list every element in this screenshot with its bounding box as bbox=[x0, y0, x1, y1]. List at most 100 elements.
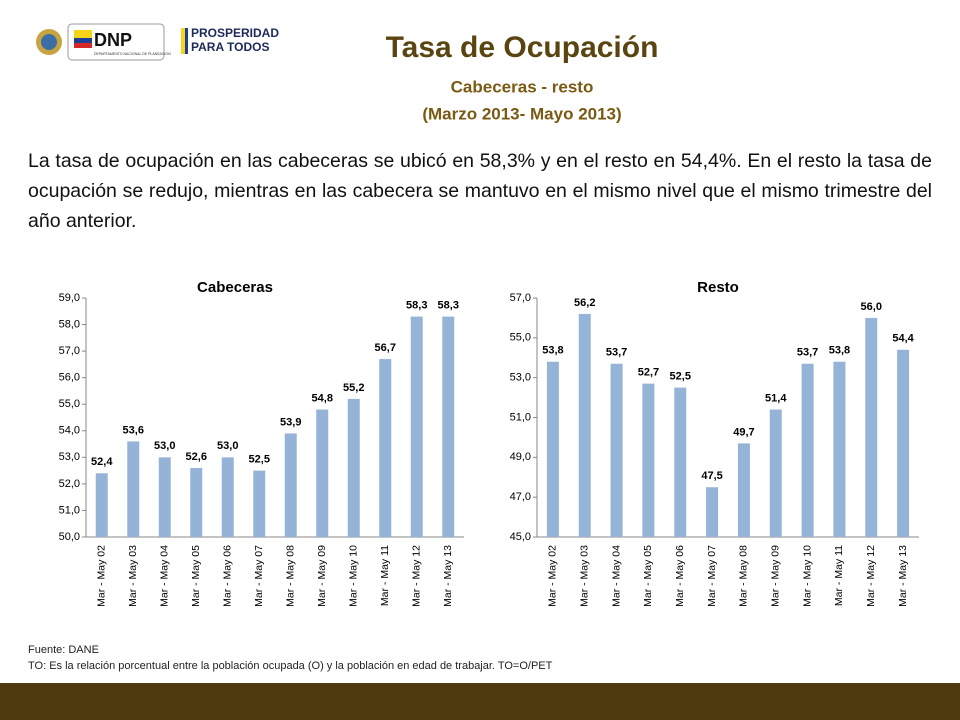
value-label: 58,3 bbox=[438, 299, 459, 311]
y-tick-label: 51,0 bbox=[510, 411, 531, 423]
bar bbox=[442, 316, 455, 537]
bar bbox=[833, 361, 846, 537]
y-tick-label: 50,0 bbox=[59, 531, 80, 543]
value-label: 52,4 bbox=[91, 456, 113, 468]
bar bbox=[610, 363, 623, 537]
flag-red bbox=[74, 43, 92, 48]
x-tick-label: Mar - May 13 bbox=[442, 545, 454, 607]
value-label: 52,7 bbox=[638, 367, 659, 379]
logo-dnp: DNP bbox=[94, 30, 132, 50]
x-tick-label: Mar - May 03 bbox=[127, 545, 139, 607]
slide-subtitle: Cabeceras - resto bbox=[451, 77, 594, 96]
value-label: 53,9 bbox=[280, 416, 301, 428]
value-label: 53,8 bbox=[829, 345, 850, 357]
value-label: 53,0 bbox=[217, 440, 238, 452]
bar bbox=[737, 443, 750, 537]
y-tick-label: 57,0 bbox=[59, 345, 80, 357]
y-tick-label: 56,0 bbox=[59, 372, 80, 384]
logo-bar-1 bbox=[181, 28, 185, 54]
y-tick-label: 55,0 bbox=[59, 398, 80, 410]
bar bbox=[190, 467, 203, 537]
y-tick-label: 59,0 bbox=[59, 292, 80, 304]
value-label: 52,5 bbox=[670, 371, 691, 383]
x-tick-label: Mar - May 06 bbox=[674, 545, 686, 607]
y-tick-label: 45,0 bbox=[510, 531, 531, 543]
bar bbox=[674, 387, 687, 537]
y-tick-label: 47,0 bbox=[510, 491, 531, 503]
bar bbox=[158, 457, 171, 537]
x-tick-label: Mar - May 04 bbox=[610, 545, 622, 607]
logo-para-todos: PARA TODOS bbox=[191, 40, 269, 54]
x-tick-label: Mar - May 13 bbox=[897, 545, 909, 607]
x-tick-label: Mar - May 07 bbox=[706, 545, 718, 607]
value-label: 53,0 bbox=[154, 440, 175, 452]
value-label: 49,7 bbox=[733, 426, 754, 438]
y-tick-label: 57,0 bbox=[510, 292, 531, 304]
chart-title: Cabeceras bbox=[197, 279, 273, 296]
bar bbox=[578, 313, 591, 537]
y-tick-label: 53,0 bbox=[510, 372, 531, 384]
y-tick-label: 49,0 bbox=[510, 451, 531, 463]
value-label: 53,6 bbox=[123, 424, 144, 436]
bar bbox=[897, 349, 910, 537]
value-label: 53,8 bbox=[542, 345, 563, 357]
value-label: 56,7 bbox=[375, 342, 396, 354]
value-label: 52,5 bbox=[249, 454, 270, 466]
value-label: 56,2 bbox=[574, 297, 595, 309]
value-label: 54,4 bbox=[892, 333, 914, 345]
bar bbox=[316, 409, 329, 537]
x-tick-label: Mar - May 08 bbox=[285, 545, 297, 607]
x-tick-label: Mar - May 10 bbox=[801, 545, 813, 607]
bar bbox=[769, 409, 782, 537]
x-tick-label: Mar - May 12 bbox=[411, 545, 423, 607]
coat-of-arms-inner bbox=[41, 34, 57, 50]
slide-title: Tasa de Ocupación bbox=[386, 31, 659, 64]
y-tick-label: 58,0 bbox=[59, 318, 80, 330]
bar bbox=[642, 383, 655, 537]
x-tick-label: Mar - May 07 bbox=[253, 545, 265, 607]
bar bbox=[221, 457, 234, 537]
value-label: 56,0 bbox=[861, 301, 882, 313]
value-label: 53,7 bbox=[606, 347, 627, 359]
y-tick-label: 53,0 bbox=[59, 451, 80, 463]
flag-blue bbox=[74, 38, 92, 43]
x-tick-label: Mar - May 08 bbox=[738, 545, 750, 607]
y-tick-label: 52,0 bbox=[59, 478, 80, 490]
y-tick-label: 51,0 bbox=[59, 504, 80, 516]
x-tick-label: Mar - May 03 bbox=[579, 545, 591, 607]
x-tick-label: Mar - May 09 bbox=[316, 545, 328, 607]
x-tick-label: Mar - May 11 bbox=[379, 545, 391, 606]
slide-period: (Marzo 2013- Mayo 2013) bbox=[422, 104, 621, 123]
value-label: 58,3 bbox=[406, 299, 427, 311]
value-label: 55,2 bbox=[343, 382, 364, 394]
y-tick-label: 54,0 bbox=[59, 425, 80, 437]
logo-dnp-sub: DEPARTAMENTO NACIONAL DE PLANEACIÓN bbox=[94, 51, 171, 56]
x-tick-label: Mar - May 06 bbox=[222, 545, 234, 607]
bar bbox=[801, 363, 814, 537]
flag-yellow bbox=[74, 30, 92, 38]
x-tick-label: Mar - May 05 bbox=[642, 545, 654, 607]
logo-frame bbox=[67, 23, 165, 61]
bar bbox=[379, 359, 392, 537]
bar bbox=[95, 473, 108, 537]
bar bbox=[127, 441, 140, 537]
value-label: 52,6 bbox=[186, 451, 207, 463]
logo-prosperidad: PROSPERIDAD bbox=[191, 26, 279, 40]
y-tick-label: 55,0 bbox=[510, 332, 531, 344]
value-label: 47,5 bbox=[701, 470, 722, 482]
x-tick-label: Mar - May 04 bbox=[159, 545, 171, 607]
x-tick-label: Mar - May 11 bbox=[833, 545, 845, 606]
bar bbox=[284, 433, 297, 537]
bar bbox=[865, 317, 878, 537]
source: Fuente: DANE bbox=[28, 644, 99, 656]
bar bbox=[410, 316, 423, 537]
chart-title: Resto bbox=[697, 279, 739, 296]
value-label: 54,8 bbox=[312, 392, 333, 404]
footer-bar bbox=[0, 683, 960, 720]
bar bbox=[347, 398, 360, 537]
value-label: 51,4 bbox=[765, 392, 787, 404]
x-tick-label: Mar - May 05 bbox=[190, 545, 202, 607]
value-label: 53,7 bbox=[797, 347, 818, 359]
